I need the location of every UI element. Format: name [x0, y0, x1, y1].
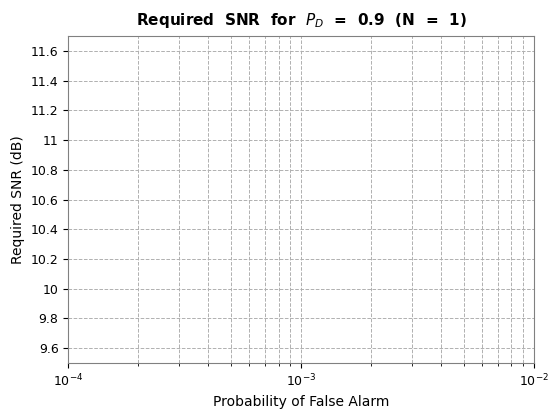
Y-axis label: Required SNR (dB): Required SNR (dB) — [11, 135, 25, 264]
Title: Required  SNR  for  $P_D$  =  0.9  (N  =  1): Required SNR for $P_D$ = 0.9 (N = 1) — [136, 11, 466, 30]
X-axis label: Probability of False Alarm: Probability of False Alarm — [213, 395, 389, 409]
